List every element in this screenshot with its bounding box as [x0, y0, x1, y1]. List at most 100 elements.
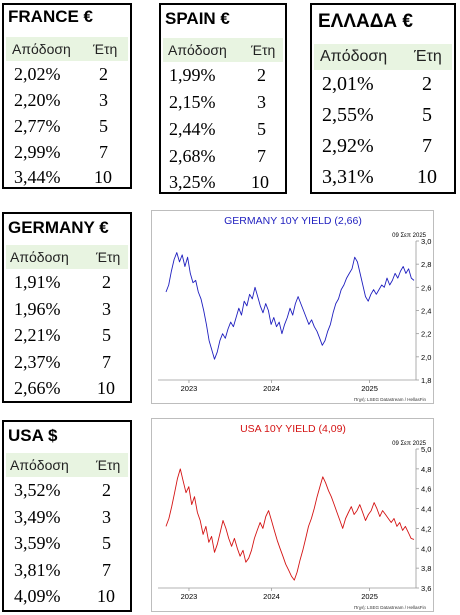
years-value: 7 — [102, 560, 111, 580]
table-header: Απόδοση Έτη — [6, 245, 128, 269]
chart-date-label: 09 Σεπ 2025 — [392, 441, 427, 447]
years-value: 3 — [102, 507, 111, 527]
table-row: 2,55% 5 — [312, 104, 454, 130]
yield-value: 2,37% — [14, 352, 61, 372]
table-row: 2,92% 7 — [312, 135, 454, 161]
table-row: 2,20% 3 — [4, 90, 130, 114]
x-tick-label: 2023 — [181, 592, 198, 601]
table-row: 1,99% 2 — [161, 65, 285, 89]
chart-title: USA 10Y YIELD (4,09) — [240, 423, 346, 435]
table-header: Απόδοση Έτη — [6, 453, 128, 477]
x-tick-label: 2025 — [361, 592, 378, 601]
years-value: 7 — [99, 142, 108, 162]
years-value: 10 — [94, 167, 112, 187]
column-header-years: Έτη — [251, 42, 276, 58]
y-tick-label: 4,8 — [421, 465, 431, 474]
years-value: 10 — [97, 586, 115, 606]
table-title: USA $ — [8, 426, 58, 445]
table-header: Απόδοση Έτη — [163, 38, 283, 62]
yield-value: 2,02% — [14, 64, 61, 84]
y-tick-label: 4,4 — [421, 505, 431, 514]
chart-source: Πηγή: LSEG Datastream / HellasFin — [354, 604, 427, 610]
yield-value: 1,96% — [14, 299, 61, 319]
y-tick-label: 2,4 — [421, 307, 431, 316]
table-title: ΕΛΛΑΔΑ € — [318, 11, 413, 32]
y-tick-label: 4,2 — [421, 524, 431, 533]
y-tick-label: 2,2 — [421, 330, 431, 339]
yield-value: 3,49% — [14, 507, 61, 527]
years-value: 5 — [102, 533, 111, 553]
y-tick-label: 3,6 — [421, 584, 431, 593]
table-row: 3,59% 5 — [4, 533, 130, 557]
yield-value: 3,25% — [169, 172, 216, 192]
years-value: 5 — [102, 325, 111, 345]
years-value: 2 — [102, 480, 111, 500]
x-tick-label: 2024 — [263, 384, 280, 393]
table-row: 2,99% 7 — [4, 142, 130, 166]
column-header-years: Έτη — [93, 41, 118, 57]
y-tick-label: 3,0 — [421, 237, 431, 246]
yield-value: 2,77% — [14, 116, 61, 136]
yield-value: 2,68% — [169, 146, 216, 166]
x-tick-label: 2024 — [263, 592, 280, 601]
chart-date-label: 09 Σεπ 2025 — [392, 233, 427, 239]
years-value: 7 — [257, 146, 266, 166]
yield-value: 2,01% — [322, 73, 374, 95]
y-tick-label: 2,0 — [421, 353, 431, 362]
table-row: 2,02% 2 — [4, 64, 130, 88]
years-value: 2 — [102, 272, 111, 292]
yield-value: 3,81% — [14, 560, 61, 580]
table-row: 2,37% 7 — [4, 352, 130, 376]
years-value: 7 — [422, 135, 432, 157]
column-header-yield: Απόδοση — [320, 48, 388, 65]
chart-source: Πηγή: LSEG Datastream / HellasFin — [354, 396, 427, 402]
column-header-years: Έτη — [96, 249, 121, 265]
yield-value: 2,44% — [169, 119, 216, 139]
yield-value: 2,66% — [14, 378, 61, 398]
table-row: 2,77% 5 — [4, 116, 130, 140]
years-value: 2 — [99, 64, 108, 84]
yield-value: 3,52% — [14, 480, 61, 500]
chart-title: GERMANY 10Y YIELD (2,66) — [224, 215, 362, 227]
yield-value: 1,91% — [14, 272, 61, 292]
column-header-years: Έτη — [96, 457, 121, 473]
table-row: 4,09% 10 — [4, 586, 130, 610]
table-france: FRANCE € Απόδοση Έτη 2,02% 2 2,20% 3 2,7… — [2, 3, 132, 189]
yield-value: 2,21% — [14, 325, 61, 345]
years-value: 2 — [422, 73, 432, 95]
y-tick-label: 4,0 — [421, 544, 431, 553]
table-header: Απόδοση Έτη — [314, 44, 452, 70]
years-value: 5 — [257, 119, 266, 139]
years-value: 10 — [97, 378, 115, 398]
column-header-years: Έτη — [414, 48, 442, 65]
table-row: 3,25% 10 — [161, 172, 285, 196]
y-tick-label: 4,6 — [421, 485, 431, 494]
table-usa: USA $ Απόδοση Έτη 3,52% 2 3,49% 3 3,59% … — [2, 420, 132, 612]
table-greece: ΕΛΛΑΔΑ € Απόδοση Έτη 2,01% 2 2,55% 5 2,9… — [310, 3, 456, 194]
usa-yield-chart: USA 10Y YIELD (4,09) 09 Σεπ 2025 3,6 3,8 4,0… — [151, 418, 434, 612]
y-tick-label: 5,0 — [421, 445, 431, 454]
column-header-yield: Απόδοση — [168, 42, 227, 58]
table-row: 3,52% 2 — [4, 480, 130, 504]
table-spain: SPAIN € Απόδοση Έτη 1,99% 2 2,15% 3 2,44… — [159, 3, 287, 194]
yield-value: 2,15% — [169, 92, 216, 112]
x-tick-label: 2025 — [361, 384, 378, 393]
table-row: 2,15% 3 — [161, 92, 285, 116]
germany-yield-chart-svg: GERMANY 10Y YIELD (2,66) 09 Σεπ 2025 1,8 2,… — [158, 215, 431, 402]
table-row: 3,31% 10 — [312, 166, 454, 192]
y-tick-label: 2,8 — [421, 260, 431, 269]
years-value: 3 — [257, 92, 266, 112]
years-value: 7 — [102, 352, 111, 372]
y-tick-label: 3,8 — [421, 564, 431, 573]
years-value: 5 — [422, 104, 432, 126]
column-header-yield: Απόδοση — [10, 249, 69, 265]
series-line — [165, 468, 415, 581]
yield-value: 2,20% — [14, 90, 61, 110]
years-value: 5 — [99, 116, 108, 136]
column-header-yield: Απόδοση — [12, 41, 71, 57]
table-row: 1,96% 3 — [4, 299, 130, 323]
years-value: 10 — [251, 172, 269, 192]
table-germany: GERMANY € Απόδοση Έτη 1,91% 2 1,96% 3 2,… — [2, 212, 132, 403]
years-value: 3 — [102, 299, 111, 319]
table-title: FRANCE € — [8, 7, 94, 26]
